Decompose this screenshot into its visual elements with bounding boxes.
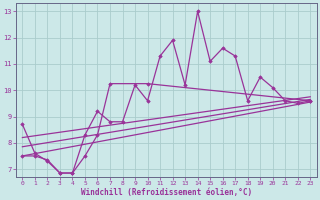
X-axis label: Windchill (Refroidissement éolien,°C): Windchill (Refroidissement éolien,°C): [81, 188, 252, 197]
